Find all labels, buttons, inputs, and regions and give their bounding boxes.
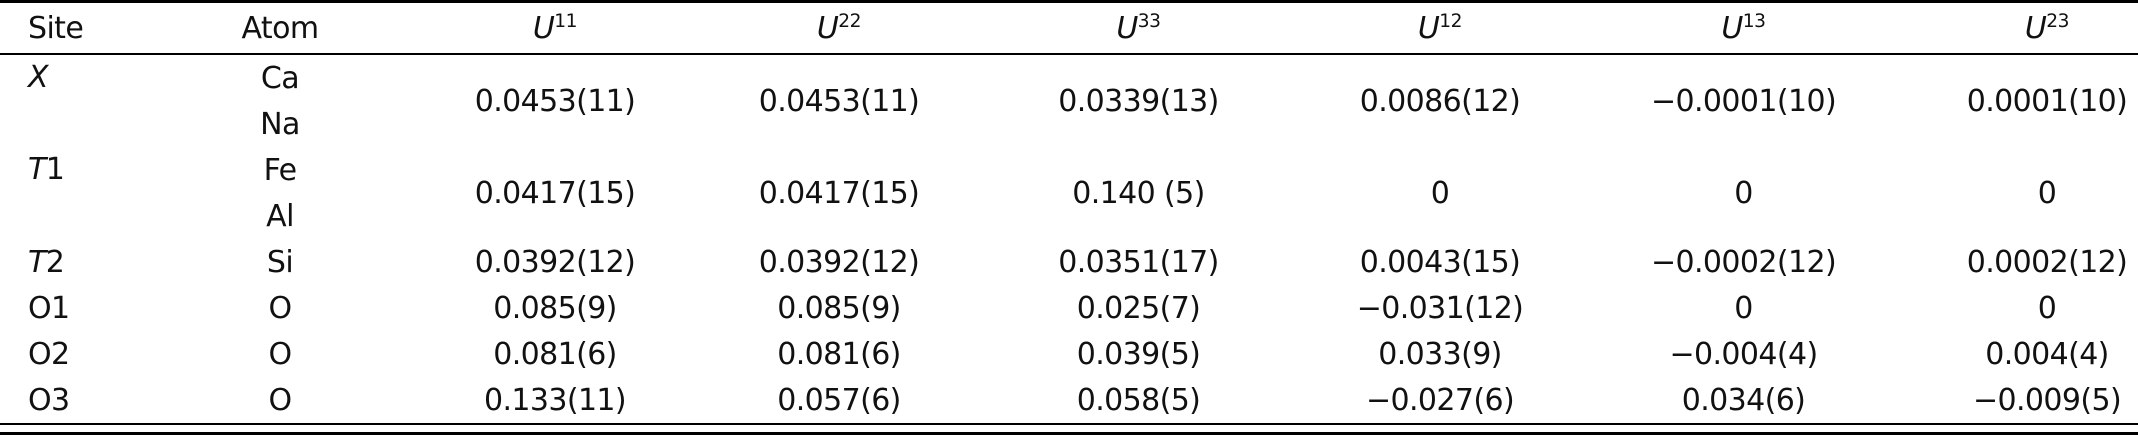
value-cell-u23: 0	[2037, 175, 2057, 211]
value-cell-u12: 0.033(9)	[1378, 336, 1502, 372]
value-cell-u33: 0.0351(17)	[1058, 244, 1219, 280]
table-row: O1 O 0.085(9) 0.085(9) 0.025(7) −0.031(1…	[0, 285, 2138, 331]
value-cell-u12: −0.031(12)	[1356, 290, 1524, 326]
atom-cell: O	[268, 290, 292, 326]
value-cell-u23: 0.0001(10)	[1966, 83, 2128, 119]
value-cell-u23: 0	[2037, 290, 2057, 326]
site-cell-o1: O1	[28, 290, 70, 326]
table-row: X Ca 0.0453(11) 0.0453(11) 0.0339(13) 0.…	[0, 54, 2138, 119]
column-header-u23: U23	[1896, 1, 2138, 55]
value-cell-u11: 0.0453(11)	[474, 83, 636, 119]
value-cell-u12: 0	[1430, 175, 1450, 211]
value-cell-u13: 0	[1734, 290, 1753, 326]
column-header-u22: U22	[690, 1, 988, 55]
column-header-u12: U12	[1289, 1, 1591, 55]
table-row: Na	[0, 101, 2138, 147]
table-row: O3 O 0.133(11) 0.057(6) 0.058(5) −0.027(…	[0, 377, 2138, 424]
table-row: T2 Si 0.0392(12) 0.0392(12) 0.0351(17) 0…	[0, 239, 2138, 285]
column-header-site: Site	[0, 1, 140, 55]
site-cell-t1: T1	[28, 152, 65, 187]
atom-cell: Si	[266, 244, 294, 280]
value-cell-u13: −0.0002(12)	[1650, 244, 1837, 280]
atom-cell: Fe	[263, 152, 297, 188]
value-cell-u12: 0.0043(15)	[1359, 244, 1521, 280]
value-cell-u12: −0.027(6)	[1365, 382, 1515, 418]
site-cell-o2: O2	[28, 336, 70, 372]
value-cell-u12: 0.0086(12)	[1359, 83, 1521, 119]
value-cell-u13: −0.004(4)	[1669, 336, 1818, 372]
value-cell-u13: 0	[1734, 175, 1753, 211]
column-header-u33: U33	[988, 1, 1289, 55]
value-cell-u33: 0.0339(13)	[1058, 83, 1219, 119]
table-row: T1 Fe 0.0417(15) 0.0417(15) 0.140 (5) 0 …	[0, 147, 2138, 211]
table-bottom-rule	[0, 432, 2138, 435]
value-cell-u22: 0.085(9)	[777, 290, 901, 326]
column-header-u13: U13	[1591, 1, 1896, 55]
value-cell-u22: 0.0392(12)	[758, 244, 920, 280]
atom-cell: Al	[266, 198, 294, 234]
site-cell-x: X	[28, 60, 49, 95]
atom-cell: O	[268, 336, 292, 372]
value-cell-u13: −0.0001(10)	[1650, 83, 1837, 119]
value-cell-u33: 0.058(5)	[1076, 382, 1201, 418]
value-cell-u33: 0.039(5)	[1076, 336, 1201, 372]
atom-cell: Ca	[260, 60, 300, 96]
value-cell-u11: 0.0417(15)	[474, 175, 636, 211]
value-cell-u11: 0.133(11)	[483, 382, 627, 418]
value-cell-u13: 0.034(6)	[1681, 382, 1806, 418]
atom-cell: Na	[260, 106, 300, 142]
value-cell-u11: 0.085(9)	[493, 290, 617, 326]
anisotropic-displacement-table: Site Atom U11 U22 U33 U12 U13 U23 X Ca 0…	[0, 0, 2138, 425]
value-cell-u33: 0.025(7)	[1076, 290, 1201, 326]
site-cell-t2: T2	[28, 244, 65, 280]
value-cell-u11: 0.0392(12)	[474, 244, 636, 280]
value-cell-u33: 0.140 (5)	[1072, 175, 1205, 211]
value-cell-u11: 0.081(6)	[493, 336, 617, 372]
column-header-u11: U11	[420, 1, 690, 55]
header-row: Site Atom U11 U22 U33 U12 U13 U23	[0, 1, 2138, 55]
value-cell-u22: 0.081(6)	[777, 336, 901, 372]
site-cell-o3: O3	[28, 382, 70, 418]
value-cell-u23: 0.0002(12)	[1966, 244, 2128, 280]
column-header-atom: Atom	[140, 1, 420, 55]
table-row: Al	[0, 193, 2138, 239]
value-cell-u22: 0.0453(11)	[758, 83, 920, 119]
value-cell-u22: 0.0417(15)	[758, 175, 920, 211]
atom-cell: O	[268, 382, 292, 418]
value-cell-u23: 0.004(4)	[1985, 336, 2109, 372]
value-cell-u23: −0.009(5)	[1972, 382, 2122, 418]
table-row: O2 O 0.081(6) 0.081(6) 0.039(5) 0.033(9)…	[0, 331, 2138, 377]
value-cell-u22: 0.057(6)	[777, 382, 901, 418]
